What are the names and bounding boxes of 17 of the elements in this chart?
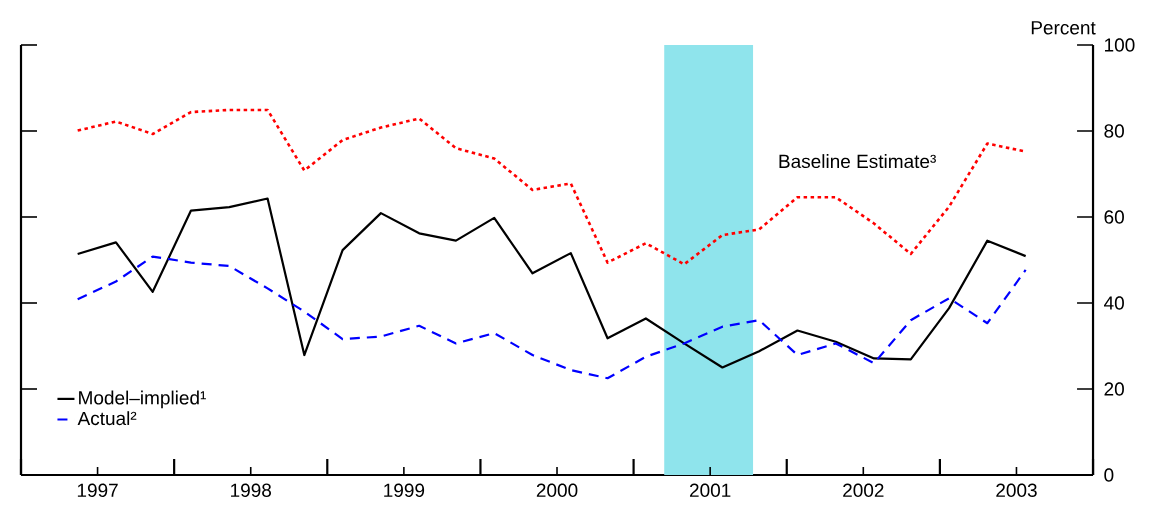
x-tick-label: 2001 [689, 483, 731, 497]
annotation: Baseline Estimate³ [779, 154, 936, 169]
y-tick-label: 100 [1105, 38, 1135, 52]
x-tick-label: 2000 [536, 483, 578, 497]
legend-label: Actual² [77, 411, 137, 426]
y-tick-label: 80 [1104, 124, 1124, 138]
y-tick-label: 60 [1104, 210, 1124, 224]
x-tick-label: 2003 [996, 483, 1037, 497]
y-axis-title: Percent [1031, 21, 1096, 35]
y-tick-label: 20 [1104, 382, 1124, 396]
x-tick-label: 1997 [77, 483, 118, 497]
x-tick-label: 2002 [843, 483, 884, 497]
x-tick-label: 1998 [231, 483, 272, 497]
y-tick-label: 0 [1104, 468, 1114, 482]
x-tick-label: 1999 [384, 483, 425, 497]
legend-label: Model–implied¹ [79, 390, 206, 409]
y-tick-label: 40 [1104, 296, 1124, 310]
